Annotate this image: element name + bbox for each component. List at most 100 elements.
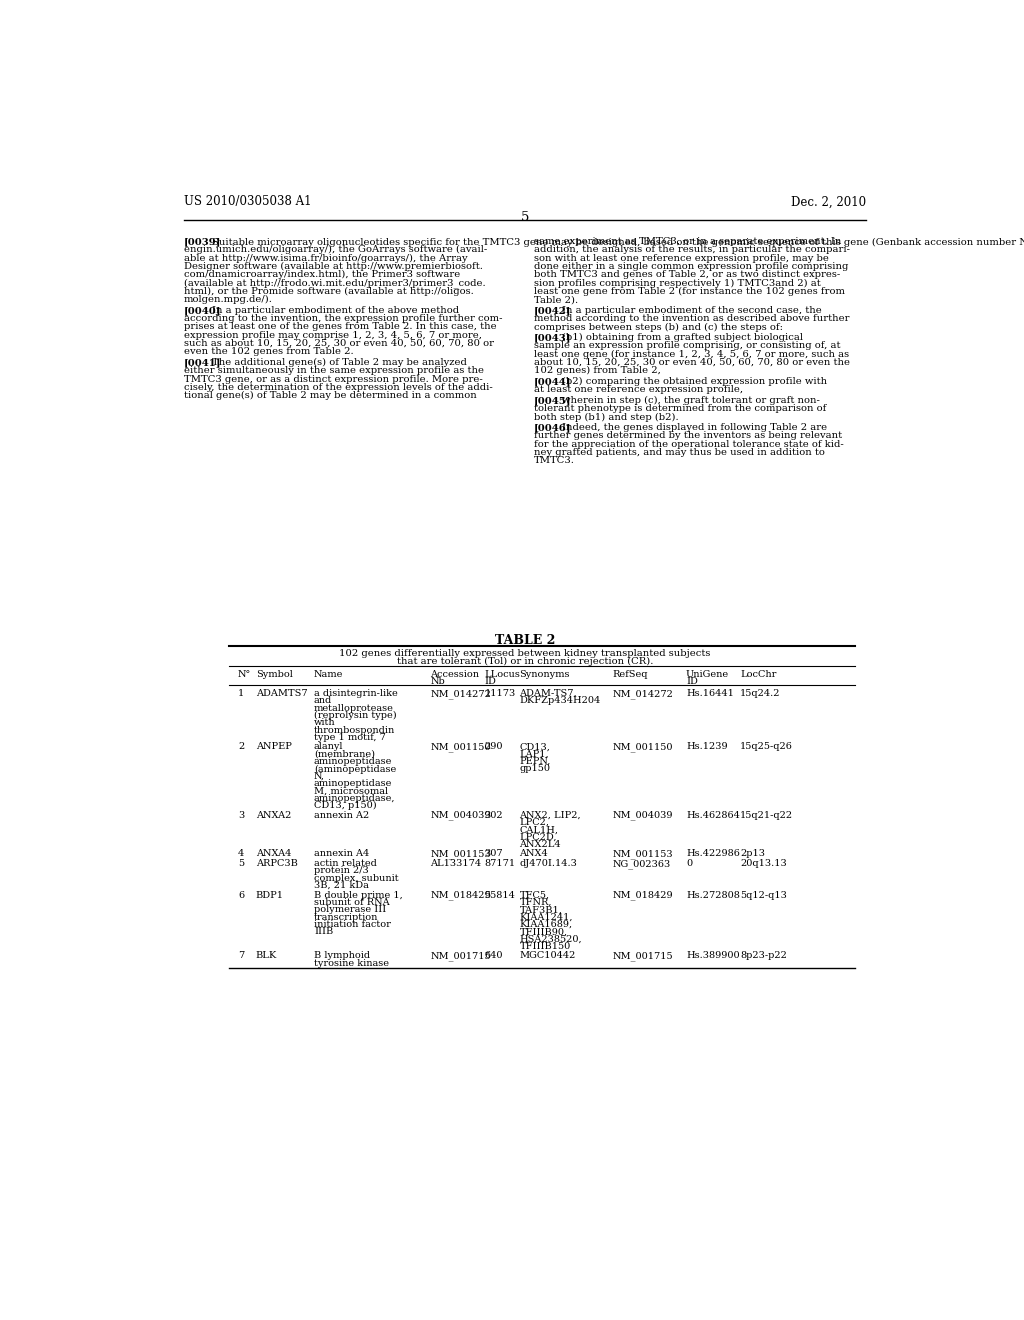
Text: 5: 5: [520, 211, 529, 224]
Text: TFNR,: TFNR,: [519, 898, 552, 907]
Text: ADAM-TS7,: ADAM-TS7,: [519, 689, 577, 698]
Text: Designer software (available at http://www.premierbiosoft.: Designer software (available at http://w…: [183, 261, 482, 271]
Text: Hs.1239: Hs.1239: [686, 742, 728, 751]
Text: NM_001153: NM_001153: [430, 850, 490, 859]
Text: (b1) obtaining from a grafted subject biological: (b1) obtaining from a grafted subject bi…: [562, 333, 803, 342]
Text: NM_001150: NM_001150: [430, 742, 490, 752]
Text: tolerant phenotype is determined from the comparison of: tolerant phenotype is determined from th…: [535, 404, 826, 413]
Text: LocChr: LocChr: [740, 669, 776, 678]
Text: aminopeptidase: aminopeptidase: [314, 779, 392, 788]
Text: ID: ID: [686, 677, 698, 685]
Text: The additional gene(s) of Table 2 may be analyzed: The additional gene(s) of Table 2 may be…: [212, 358, 467, 367]
Text: MGC10442: MGC10442: [519, 952, 575, 961]
Text: annexin A2: annexin A2: [314, 810, 370, 820]
Text: even the 102 genes from Table 2.: even the 102 genes from Table 2.: [183, 347, 353, 356]
Text: NM_014272: NM_014272: [612, 689, 673, 698]
Text: 15q25-q26: 15q25-q26: [740, 742, 794, 751]
Text: sion profiles comprising respectively 1) TMTC3and 2) at: sion profiles comprising respectively 1)…: [535, 279, 821, 288]
Text: ANX4: ANX4: [519, 850, 548, 858]
Text: either simultaneously in the same expression profile as the: either simultaneously in the same expres…: [183, 367, 483, 375]
Text: about 10, 15, 20, 25, 30 or even 40, 50, 60, 70, 80 or even the: about 10, 15, 20, 25, 30 or even 40, 50,…: [535, 358, 850, 367]
Text: Indeed, the genes displayed in following Table 2 are: Indeed, the genes displayed in following…: [562, 424, 827, 432]
Text: protein 2/3: protein 2/3: [314, 866, 369, 875]
Text: TFC5,: TFC5,: [519, 891, 550, 900]
Text: DKFZp434H204: DKFZp434H204: [519, 696, 601, 705]
Text: ANXA4: ANXA4: [256, 850, 291, 858]
Text: 640: 640: [484, 952, 503, 961]
Text: tional gene(s) of Table 2 may be determined in a common: tional gene(s) of Table 2 may be determi…: [183, 391, 476, 400]
Text: both step (b1) and step (b2).: both step (b1) and step (b2).: [535, 413, 679, 421]
Text: gp150: gp150: [519, 764, 550, 774]
Text: type 1 motif, 7: type 1 motif, 7: [314, 733, 386, 742]
Text: [0044]: [0044]: [535, 378, 571, 385]
Text: able at http://www.isima.fr/bioinfo/goarrays/), the Array: able at http://www.isima.fr/bioinfo/goar…: [183, 253, 467, 263]
Text: Hs.389900: Hs.389900: [686, 952, 739, 961]
Text: 55814: 55814: [484, 891, 515, 900]
Text: 3: 3: [238, 810, 245, 820]
Text: LLocus: LLocus: [484, 669, 520, 678]
Text: least one gene from Table 2 (for instance the 102 genes from: least one gene from Table 2 (for instanc…: [535, 286, 845, 296]
Text: subunit of RNA: subunit of RNA: [314, 898, 389, 907]
Text: NM_001715: NM_001715: [430, 952, 490, 961]
Text: Nb: Nb: [430, 677, 445, 685]
Text: 102 genes differentially expressed between kidney transplanted subjects: 102 genes differentially expressed betwe…: [339, 649, 711, 657]
Text: Synonyms: Synonyms: [519, 669, 570, 678]
Text: PEPN,: PEPN,: [519, 758, 551, 766]
Text: [0043]: [0043]: [535, 333, 571, 342]
Text: Table 2).: Table 2).: [535, 296, 579, 304]
Text: NM_004039: NM_004039: [430, 810, 490, 820]
Text: KIAA1241,: KIAA1241,: [519, 912, 572, 921]
Text: CAL1H,: CAL1H,: [519, 825, 558, 834]
Text: (aminopeptidase: (aminopeptidase: [314, 764, 396, 774]
Text: RefSeq: RefSeq: [612, 669, 648, 678]
Text: Suitable microarray oligonucleotides specific for the TMTC3 gene may be designed: Suitable microarray oligonucleotides spe…: [212, 238, 1024, 247]
Text: NM_018429: NM_018429: [430, 891, 490, 900]
Text: cisely, the determination of the expression levels of the addi-: cisely, the determination of the express…: [183, 383, 493, 392]
Text: same experiment as TMTC3, or in a separate experiment. In: same experiment as TMTC3, or in a separa…: [535, 238, 842, 246]
Text: Hs.272808: Hs.272808: [686, 891, 740, 900]
Text: LPC2,: LPC2,: [519, 818, 549, 826]
Text: addition, the analysis of the results, in particular the compari-: addition, the analysis of the results, i…: [535, 246, 850, 255]
Text: method according to the invention as described above further: method according to the invention as des…: [535, 314, 850, 323]
Text: 11173: 11173: [484, 689, 516, 698]
Text: complex, subunit: complex, subunit: [314, 874, 398, 883]
Text: 7: 7: [238, 952, 245, 961]
Text: In a particular embodiment of the above method: In a particular embodiment of the above …: [212, 306, 459, 314]
Text: LAP1,: LAP1,: [519, 750, 549, 759]
Text: LPC2D,: LPC2D,: [519, 833, 557, 842]
Text: 2: 2: [238, 742, 245, 751]
Text: ID: ID: [484, 677, 497, 685]
Text: NM_018429: NM_018429: [612, 891, 673, 900]
Text: 87171: 87171: [484, 859, 516, 869]
Text: 5q12-q13: 5q12-q13: [740, 891, 787, 900]
Text: for the appreciation of the operational tolerance state of kid-: for the appreciation of the operational …: [535, 440, 844, 449]
Text: with: with: [314, 718, 336, 727]
Text: 6: 6: [238, 891, 244, 900]
Text: actin related: actin related: [314, 859, 377, 869]
Text: aminopeptidase: aminopeptidase: [314, 758, 392, 766]
Text: annexin A4: annexin A4: [314, 850, 370, 858]
Text: a disintegrin-like: a disintegrin-like: [314, 689, 397, 698]
Text: IIIB: IIIB: [314, 927, 333, 936]
Text: Hs.16441: Hs.16441: [686, 689, 734, 698]
Text: wherein in step (c), the graft tolerant or graft non-: wherein in step (c), the graft tolerant …: [562, 396, 820, 405]
Text: html), or the Promide software (available at http://oligos.: html), or the Promide software (availabl…: [183, 286, 473, 296]
Text: [0042]: [0042]: [535, 306, 571, 314]
Text: prises at least one of the genes from Table 2. In this case, the: prises at least one of the genes from Ta…: [183, 322, 497, 331]
Text: NM_001153: NM_001153: [612, 850, 673, 859]
Text: molgen.mpg.de/).: molgen.mpg.de/).: [183, 296, 272, 305]
Text: alanyl: alanyl: [314, 742, 343, 751]
Text: B double prime 1,: B double prime 1,: [314, 891, 402, 900]
Text: 15q21-q22: 15q21-q22: [740, 810, 794, 820]
Text: US 2010/0305038 A1: US 2010/0305038 A1: [183, 195, 311, 209]
Text: UniGene: UniGene: [686, 669, 729, 678]
Text: comprises between steps (b) and (c) the steps of:: comprises between steps (b) and (c) the …: [535, 322, 783, 331]
Text: (reprolysin type): (reprolysin type): [314, 711, 396, 719]
Text: TMTC3.: TMTC3.: [535, 457, 574, 466]
Text: Symbol: Symbol: [256, 669, 293, 678]
Text: 102 genes) from Table 2,: 102 genes) from Table 2,: [535, 367, 660, 375]
Text: Hs.462864: Hs.462864: [686, 810, 740, 820]
Text: thrombospondin: thrombospondin: [314, 726, 395, 734]
Text: Dec. 2, 2010: Dec. 2, 2010: [791, 195, 866, 209]
Text: NM_001715: NM_001715: [612, 952, 673, 961]
